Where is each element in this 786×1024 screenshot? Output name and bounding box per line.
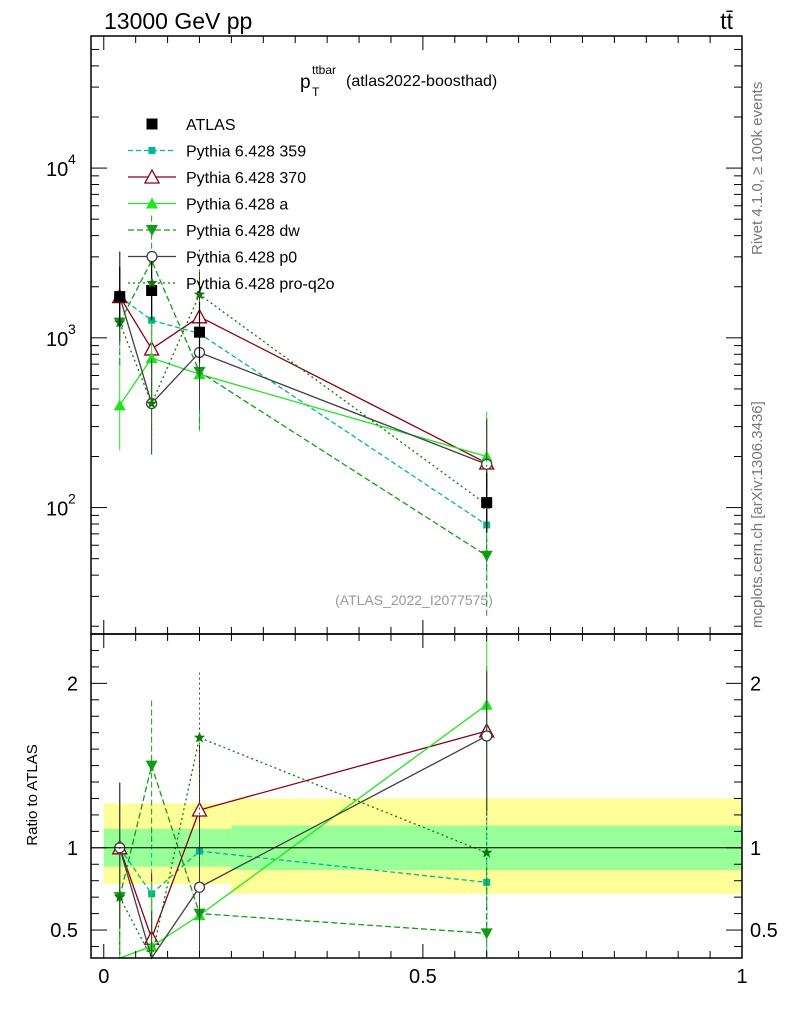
legend-entry-4: Pythia 6.428 p0 [128, 250, 297, 267]
x-tick-label: 1 [736, 966, 747, 988]
legend-label: Pythia 6.428 p0 [186, 250, 297, 267]
main-series-line [119, 259, 488, 557]
y-tick-label-base: 10 [46, 159, 68, 181]
legend-entry-data: ATLAS [146, 117, 236, 134]
y-tick-label-base: 10 [46, 329, 68, 351]
data-point [194, 326, 205, 338]
y-tick-label-base: 10 [46, 499, 68, 521]
main-series-5 [114, 249, 493, 568]
title-superscript: ttbar [312, 63, 336, 77]
data-point [146, 285, 158, 297]
legend-marker [146, 118, 158, 130]
ratio-marker [481, 846, 493, 858]
title-suffix: (atlas2022-boosthad) [346, 73, 497, 90]
ratio-series-line [119, 730, 487, 941]
ratio-marker [114, 891, 126, 902]
ratio-marker [193, 881, 206, 893]
legend-entry-5: Pythia 6.428 pro-q2o [128, 276, 335, 293]
legend-marker [146, 250, 158, 263]
data-point [114, 291, 126, 303]
plot-title: p [300, 72, 311, 93]
ratio-series-line [119, 763, 487, 934]
ratio-marker [193, 731, 206, 743]
y-tick-label-exponent: 2 [68, 491, 76, 507]
legend-entry-3: Pythia 6.428 dw [128, 223, 300, 240]
legend-marker [146, 277, 158, 288]
legend-label: ATLAS [186, 117, 236, 134]
legend-marker [146, 225, 158, 236]
ratio-series-line [119, 735, 488, 960]
energy-label: 13000 GeV pp [104, 8, 252, 34]
ratio-frame [90, 633, 743, 959]
title-subscript: T [312, 85, 320, 99]
legend-label: Pythia 6.428 370 [186, 170, 306, 187]
main-series-line [119, 357, 487, 458]
ratio-y-tick-label-right: 0.5 [750, 920, 778, 942]
main-series-line [119, 293, 488, 506]
legend-marker [146, 197, 158, 209]
main-series-line [119, 296, 487, 465]
ratio-y-tick-label-right: 2 [750, 673, 761, 695]
legend-marker [148, 147, 156, 154]
main-marker [193, 288, 206, 300]
rivet-version-label: Rivet 4.1.0, ≥ 100k events [749, 82, 766, 255]
legend-label: Pythia 6.428 a [186, 197, 288, 214]
ratio-marker [145, 760, 158, 772]
ratio-y-tick-label-right: 1 [750, 838, 761, 860]
main-series-2 [113, 313, 493, 520]
y-tick-label-exponent: 3 [68, 321, 76, 337]
atlas-data-points [114, 260, 493, 533]
legend-entry-2: Pythia 6.428 a [128, 197, 288, 214]
legend-label: Pythia 6.428 pro-q2o [186, 276, 335, 293]
ratio-ylabel: Ratio to ATLAS [24, 744, 41, 845]
main-series-line [119, 296, 488, 526]
main-marker [145, 352, 158, 364]
title-p: p [300, 72, 311, 93]
legend-label: Pythia 6.428 359 [186, 144, 306, 161]
main-marker [481, 458, 493, 470]
legend-marker [143, 168, 161, 184]
main-series-0 [116, 251, 491, 588]
ratio-y-tick-label-left: 2 [67, 673, 78, 695]
data-point [481, 497, 493, 509]
main-series-line [119, 296, 488, 464]
x-tick-label: 0.5 [409, 966, 437, 988]
main-marker [145, 397, 158, 409]
ratio-y-tick-label-left: 0.5 [50, 920, 78, 942]
mcplots-label: mcplots.cern.ch [arXiv:1306.3436] [749, 401, 766, 628]
ratio-marker [481, 730, 493, 742]
main-marker [113, 399, 126, 411]
y-tick-label-exponent: 4 [68, 151, 76, 167]
x-tick-label: 0 [98, 966, 109, 988]
legend: ATLAS Pythia 6.428 359 Pythia 6.428 370 Pyt… [128, 117, 335, 293]
main-panel-series [111, 215, 495, 619]
process-label: tt̄ [720, 8, 733, 34]
legend-entry-1: Pythia 6.428 370 [128, 168, 306, 187]
analysis-watermark: (ATLAS_2022_I2077575) [335, 592, 493, 608]
ratio-panel-series [91, 639, 742, 960]
legend-label: Pythia 6.428 dw [186, 223, 300, 240]
legend-entry-0: Pythia 6.428 359 [128, 144, 306, 161]
ratio-marker [480, 928, 493, 940]
ratio-y-tick-label-left: 1 [67, 838, 78, 860]
